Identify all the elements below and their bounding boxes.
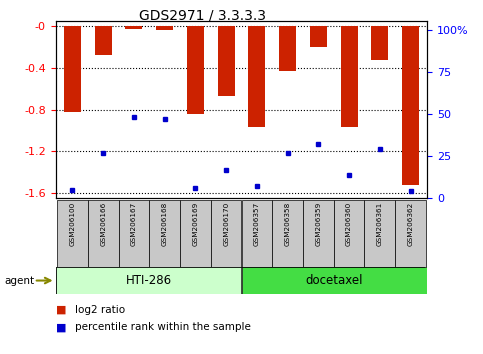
Bar [56, 267, 242, 294]
Bar [303, 200, 334, 267]
Text: GSM206100: GSM206100 [70, 202, 75, 246]
Bar [402, 27, 419, 185]
Text: GSM206358: GSM206358 [284, 202, 291, 246]
Bar [371, 27, 388, 60]
Bar [272, 200, 303, 267]
Bar [365, 200, 395, 267]
Bar [242, 267, 427, 294]
Bar [88, 200, 118, 267]
Bar [126, 27, 142, 29]
Text: agent: agent [5, 275, 35, 286]
Text: GSM206359: GSM206359 [315, 202, 321, 246]
Text: GDS2971 / 3.3.3.3: GDS2971 / 3.3.3.3 [140, 9, 266, 23]
Text: GSM206360: GSM206360 [346, 202, 352, 246]
Bar [248, 27, 265, 127]
Text: percentile rank within the sample: percentile rank within the sample [75, 322, 251, 332]
Bar [211, 200, 242, 267]
Text: HTI-286: HTI-286 [126, 274, 171, 287]
Bar [310, 27, 327, 47]
Text: GSM206170: GSM206170 [223, 202, 229, 246]
Text: log2 ratio: log2 ratio [75, 305, 125, 315]
Bar [341, 27, 357, 127]
Text: GSM206168: GSM206168 [162, 202, 168, 246]
Text: ■: ■ [56, 305, 66, 315]
Bar [64, 27, 81, 112]
Bar [149, 200, 180, 267]
Bar [395, 200, 426, 267]
Bar [118, 200, 149, 267]
Bar [218, 27, 235, 96]
Text: ■: ■ [56, 322, 66, 332]
Bar [187, 27, 204, 114]
Text: GSM206167: GSM206167 [131, 202, 137, 246]
Text: GSM206362: GSM206362 [408, 202, 413, 246]
Text: GSM206361: GSM206361 [377, 202, 383, 246]
Bar [156, 27, 173, 30]
Text: GSM206169: GSM206169 [192, 202, 199, 246]
Bar [334, 200, 365, 267]
Text: docetaxel: docetaxel [306, 274, 363, 287]
Bar [95, 27, 112, 55]
Text: GSM206357: GSM206357 [254, 202, 260, 246]
Bar [180, 200, 211, 267]
Bar [279, 27, 296, 71]
Bar [242, 200, 272, 267]
Text: GSM206166: GSM206166 [100, 202, 106, 246]
Bar [57, 200, 88, 267]
